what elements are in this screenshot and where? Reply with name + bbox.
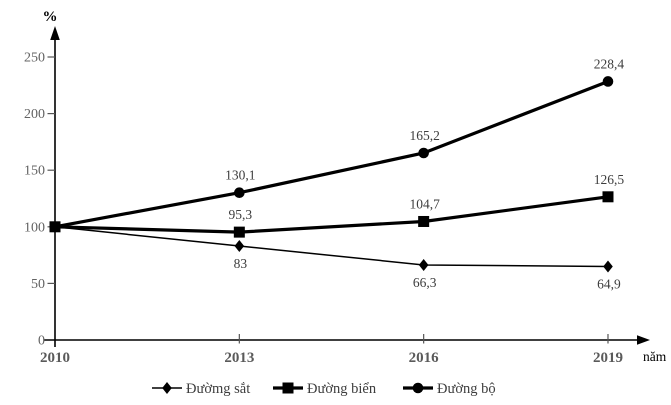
x-tick-label: 2013 (224, 350, 254, 366)
legend-marker-circle (412, 382, 424, 394)
value-label: 228,4 (594, 56, 625, 71)
series-2-marker-circle (418, 147, 429, 159)
series-1-marker-square (49, 221, 61, 233)
value-label: 95,3 (229, 207, 253, 222)
series-line-2 (54, 79, 609, 229)
value-label: 66,3 (413, 275, 437, 290)
x-tick-label: 2019 (593, 350, 623, 366)
series-0-marker-diamond (234, 240, 245, 253)
series-2-marker-circle (602, 76, 614, 87)
y-tick-label: 200 (24, 107, 45, 122)
series-1-marker-square (418, 215, 430, 227)
value-label: 165,2 (409, 128, 439, 143)
legend-label: Đường biển (307, 381, 377, 397)
value-label: 104,7 (409, 196, 440, 211)
series-1-marker-square (233, 226, 245, 238)
value-label: 130,1 (225, 168, 255, 183)
legend-marker-square (282, 382, 294, 394)
y-axis-arrow (50, 26, 60, 40)
y-tick-label: 100 (24, 220, 45, 235)
y-axis-title: % (43, 9, 58, 25)
legend-label: Đường bộ (437, 381, 496, 397)
y-tick-label: 0 (38, 334, 45, 349)
value-label: 83 (234, 256, 248, 271)
x-axis-arrow (637, 335, 650, 345)
y-tick-label: 250 (24, 51, 45, 66)
value-label: 126,5 (594, 172, 625, 187)
x-axis-title: năm (643, 349, 667, 364)
x-tick-label: 2016 (409, 350, 440, 366)
value-label: 64,9 (597, 277, 621, 292)
x-tick-label: 2010 (40, 350, 70, 366)
series-0-marker-diamond (603, 260, 613, 273)
y-tick-label: 150 (24, 164, 45, 179)
legend-marker-diamond (162, 382, 172, 394)
y-tick-label: 50 (31, 277, 45, 292)
series-line-0 (54, 226, 608, 268)
series-0-marker-diamond (418, 258, 429, 271)
legend-label: Đườmg sắt (186, 381, 250, 397)
series-1-marker-square (602, 191, 614, 203)
series-line-1 (54, 195, 609, 234)
series-2-marker-circle (234, 187, 245, 199)
